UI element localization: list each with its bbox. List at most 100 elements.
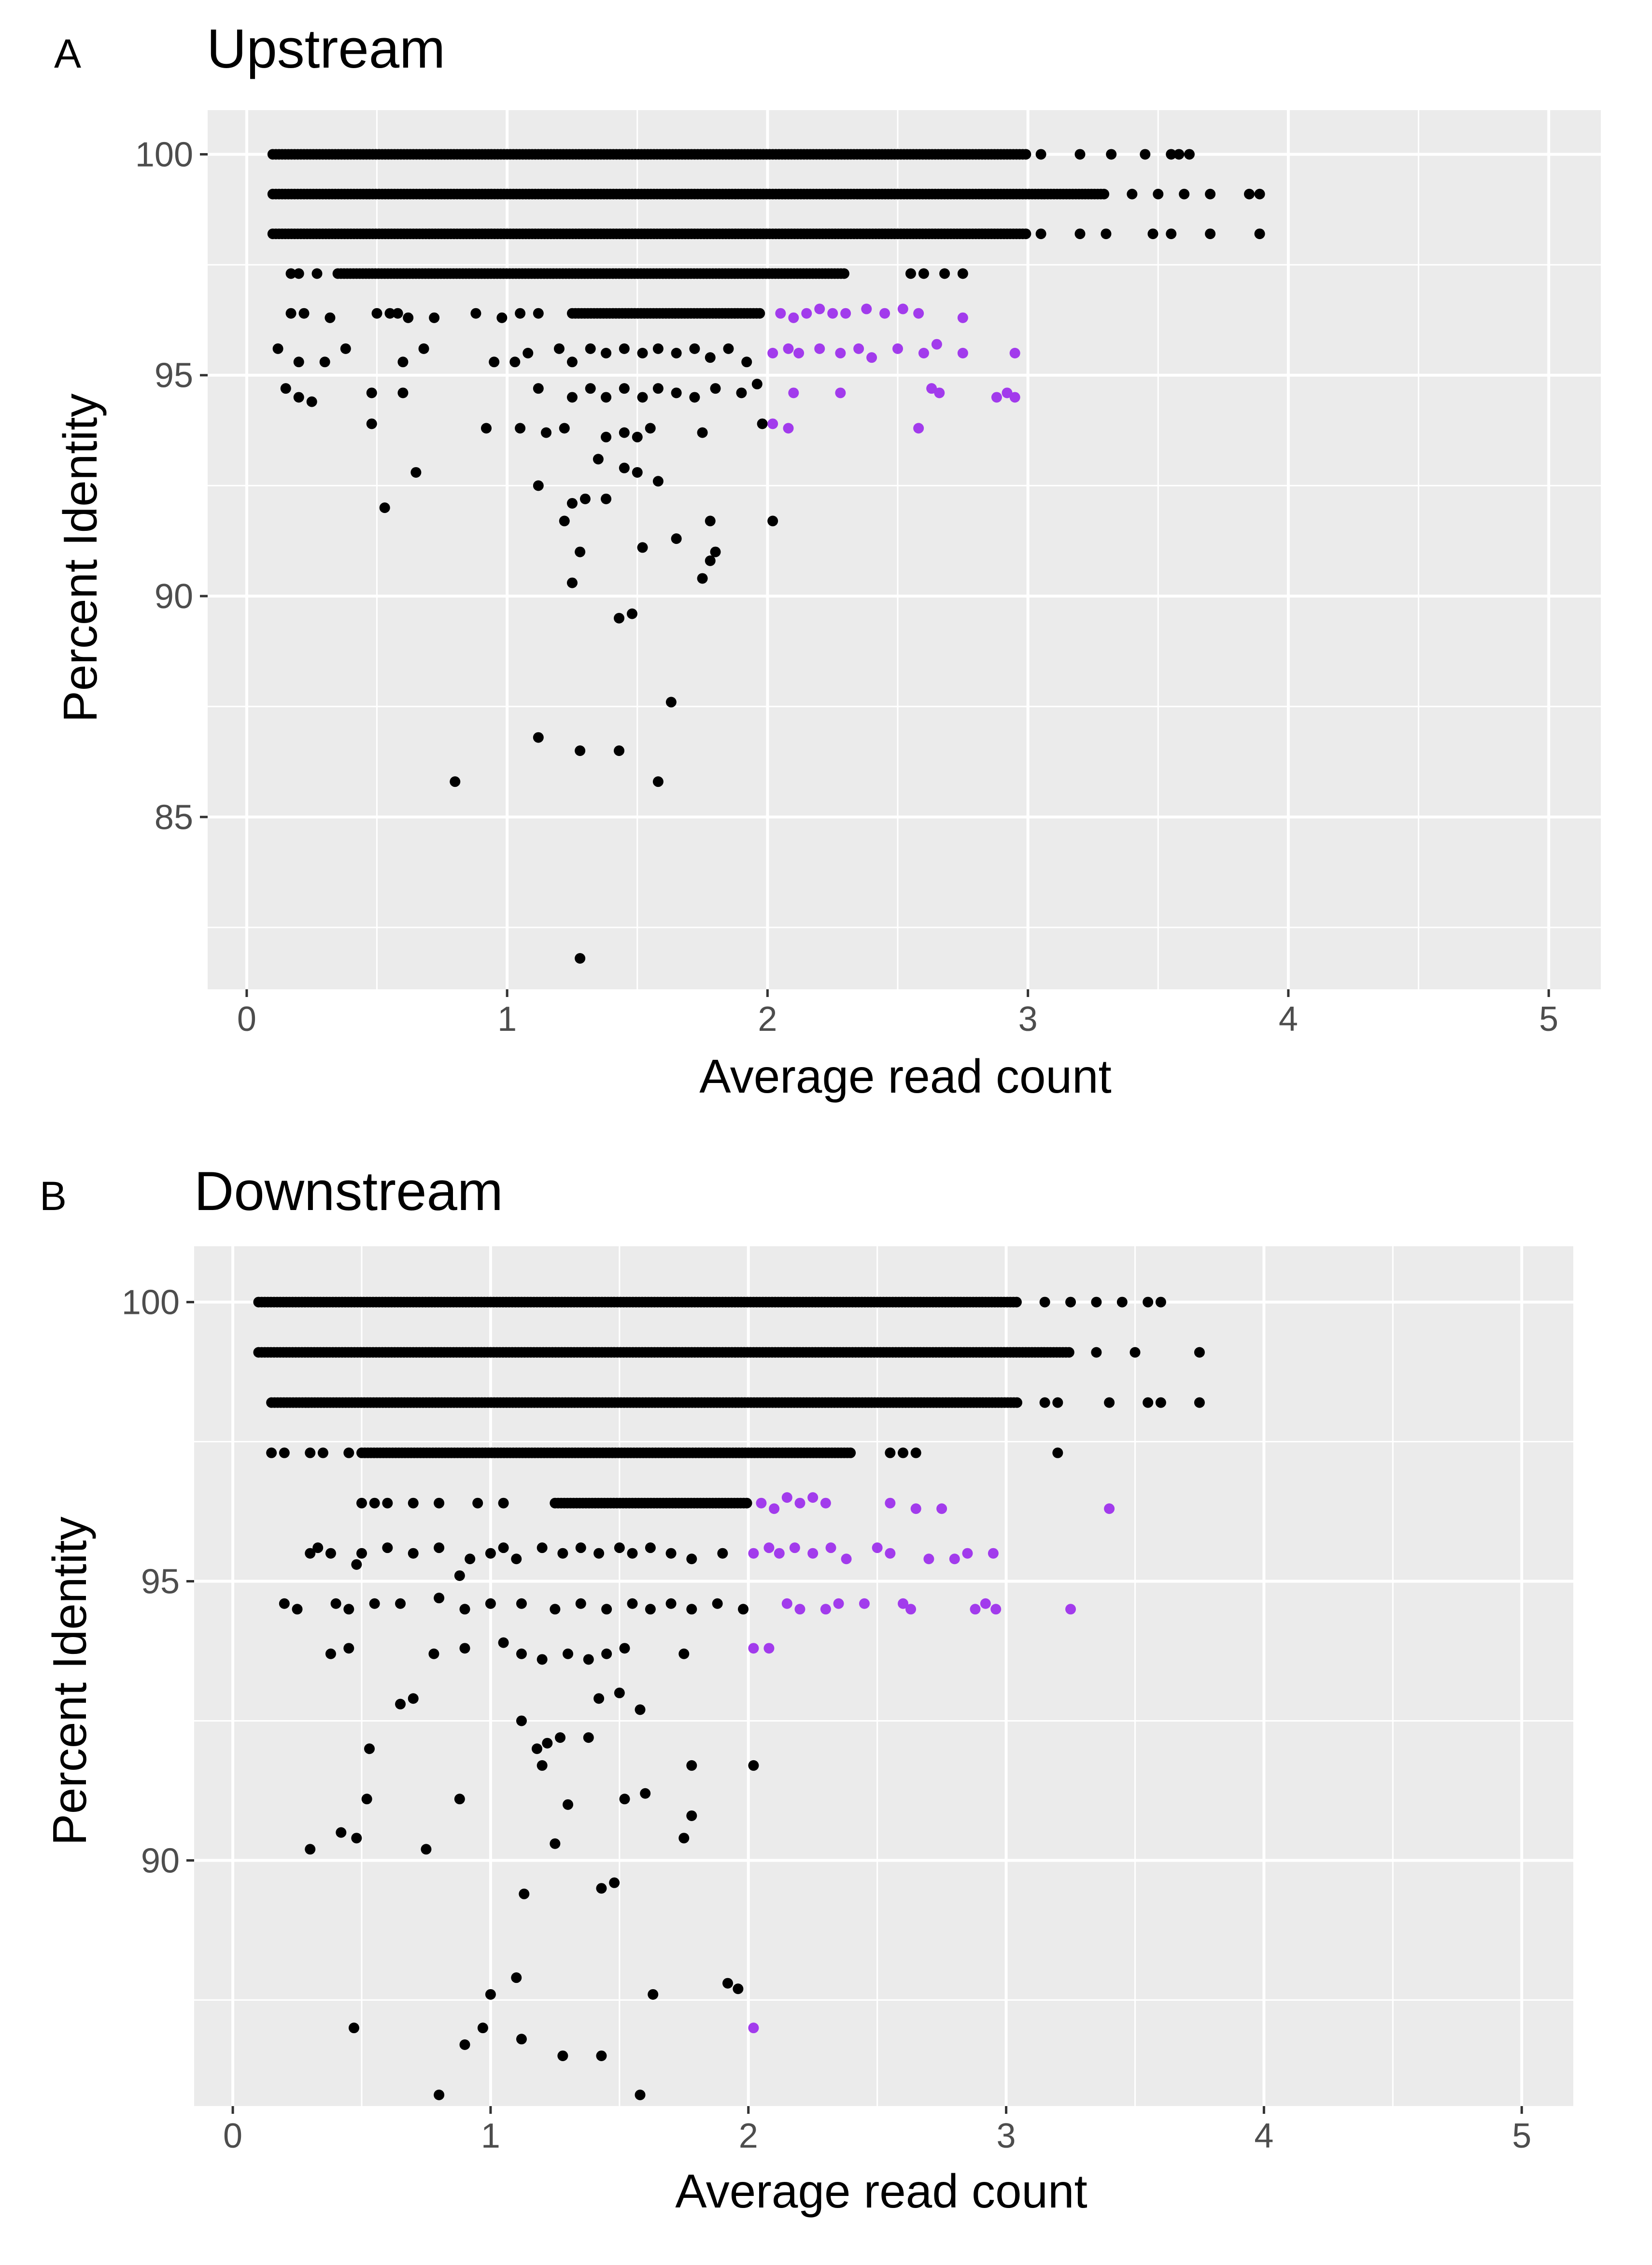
data-point [279, 1447, 290, 1458]
data-point [807, 1548, 819, 1559]
data-point [533, 732, 544, 743]
data-point [1194, 1347, 1205, 1358]
data-point [814, 303, 825, 314]
data-point [1074, 228, 1086, 240]
y-tick-label: 100 [135, 135, 193, 174]
data-points [267, 149, 1265, 964]
data-point [913, 308, 924, 319]
data-point [1130, 1347, 1141, 1358]
data-point [1063, 1347, 1074, 1358]
data-point [665, 697, 677, 708]
data-point [609, 1877, 620, 1888]
data-point [841, 1553, 852, 1565]
x-tick-label: 0 [223, 2117, 242, 2155]
x-axis-label: Average read count [675, 2165, 1087, 2218]
data-point [1153, 188, 1164, 199]
data-point [627, 1598, 638, 1609]
x-tick-label: 1 [497, 1000, 517, 1039]
data-point [348, 2023, 359, 2034]
data-point [266, 1447, 277, 1458]
data-point [519, 1888, 530, 1899]
data-point [923, 1553, 934, 1565]
data-point [840, 308, 851, 319]
data-point [801, 308, 812, 319]
x-tick-label: 5 [1512, 2117, 1531, 2155]
data-point [1173, 149, 1185, 160]
data-point [305, 1548, 316, 1559]
data-point [279, 1598, 290, 1609]
data-point [781, 1598, 792, 1609]
data-point [1205, 228, 1216, 240]
data-point [498, 1542, 509, 1553]
y-tick-label: 90 [155, 577, 193, 616]
data-point [459, 2039, 470, 2050]
data-point [280, 383, 291, 394]
data-point [614, 1687, 625, 1698]
data-point [751, 379, 762, 390]
data-point [652, 476, 664, 487]
data-point [1052, 1397, 1063, 1408]
data-point [1254, 188, 1265, 199]
data-point [579, 493, 591, 504]
data-point [913, 423, 924, 434]
data-point [775, 308, 786, 319]
data-point [1143, 1296, 1154, 1308]
data-point [292, 1604, 303, 1615]
data-point [343, 1643, 354, 1654]
data-point [459, 1604, 470, 1615]
data-point [533, 308, 544, 319]
panel-label: A [54, 31, 81, 76]
data-point [515, 423, 526, 434]
data-point [741, 1497, 752, 1509]
data-point [825, 1542, 836, 1553]
y-axis-label: Percent Identity [54, 394, 107, 723]
data-point [686, 1810, 697, 1821]
data-point [1155, 1397, 1166, 1408]
data-point [671, 348, 682, 359]
data-point [652, 343, 664, 354]
data-point [498, 1637, 509, 1648]
data-point [566, 577, 578, 588]
data-point [465, 1553, 476, 1565]
data-point [1166, 228, 1177, 240]
data-point [563, 1799, 574, 1810]
data-point [619, 343, 630, 354]
data-points [253, 1296, 1205, 2100]
data-point [626, 608, 637, 619]
data-point [845, 1447, 856, 1458]
data-point [340, 343, 351, 354]
data-point [783, 423, 794, 434]
data-point [705, 555, 716, 566]
data-point [671, 533, 682, 544]
data-point [733, 1983, 744, 1994]
data-point [619, 1643, 630, 1654]
data-point [697, 427, 708, 438]
data-point [1244, 188, 1255, 199]
data-point [861, 303, 872, 314]
data-point [537, 1760, 548, 1771]
data-point [936, 1503, 947, 1514]
data-point [364, 1743, 375, 1754]
data-point [898, 1598, 909, 1609]
panel-label: B [40, 1173, 67, 1219]
data-point [1104, 1503, 1115, 1514]
data-point [645, 423, 656, 434]
data-point [601, 392, 612, 403]
data-point [434, 1497, 445, 1509]
chart-title: Upstream [207, 18, 445, 80]
data-point [1127, 188, 1138, 199]
data-point [1184, 149, 1195, 160]
data-point [866, 352, 877, 363]
data-point [511, 1972, 522, 1983]
data-point [428, 1648, 439, 1659]
data-point [418, 343, 429, 354]
data-point [434, 2089, 445, 2100]
data-point [397, 356, 409, 368]
data-point [408, 1497, 419, 1509]
data-point [763, 1643, 775, 1654]
data-point [619, 427, 630, 438]
x-tick-label: 3 [997, 2117, 1016, 2155]
data-point [450, 776, 461, 787]
data-point [619, 462, 630, 473]
data-point [306, 396, 317, 407]
